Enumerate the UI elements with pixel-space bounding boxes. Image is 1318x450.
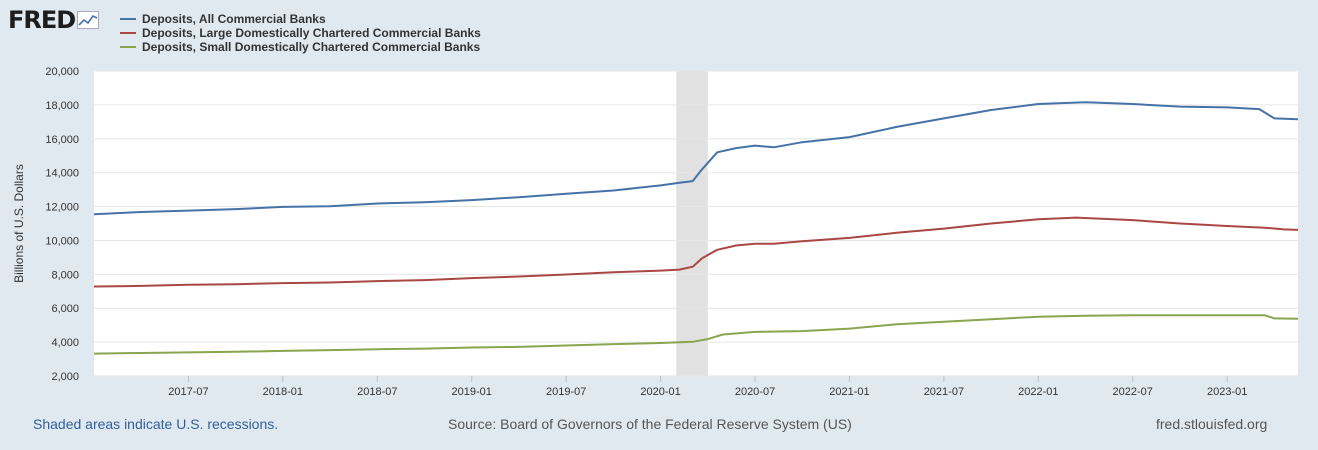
y-axis-title: Billions of U.S. Dollars — [12, 164, 26, 283]
x-tick-label: 2021-07 — [924, 386, 964, 398]
series-line-2 — [93, 216, 1299, 288]
x-tick-label: 2017-07 — [168, 386, 208, 398]
y-tick-label: 18,000 — [45, 100, 79, 112]
x-tick-label: 2023-01 — [1207, 386, 1247, 398]
line-chart-icon — [77, 11, 100, 29]
legend-label: Deposits, All Commercial Banks — [142, 12, 326, 26]
legend-label: Deposits, Small Domestically Chartered C… — [142, 40, 481, 54]
recession-shade — [676, 71, 708, 376]
x-tick-label: 2019-07 — [546, 386, 586, 398]
y-tick-label: 4,000 — [51, 337, 79, 349]
legend-item: Deposits, Small Domestically Chartered C… — [120, 40, 481, 54]
x-tick-label: 2020-01 — [640, 386, 680, 398]
legend-swatch — [120, 32, 136, 34]
y-tick-label: 20,000 — [45, 66, 79, 78]
series-line-3 — [93, 314, 1299, 355]
x-tick-label: 2022-07 — [1113, 386, 1153, 398]
legend-swatch — [120, 46, 136, 48]
legend-item: Deposits, Large Domestically Chartered C… — [120, 26, 481, 40]
y-tick-label: 14,000 — [45, 168, 79, 180]
x-tick-label: 2021-01 — [829, 386, 869, 398]
chart-legend: Deposits, All Commercial Banks Deposits,… — [120, 12, 481, 54]
legend-swatch — [120, 18, 136, 20]
logo-text: FRED — [8, 6, 76, 34]
x-tick-label: 2018-07 — [357, 386, 397, 398]
recession-note[interactable]: Shaded areas indicate U.S. recessions. — [33, 416, 279, 432]
x-tick-label: 2022-01 — [1018, 386, 1058, 398]
y-tick-label: 2,000 — [51, 371, 79, 383]
x-tick-label: 2019-01 — [452, 386, 492, 398]
legend-label: Deposits, Large Domestically Chartered C… — [142, 26, 481, 40]
y-tick-label: 16,000 — [45, 134, 79, 146]
y-tick-label: 6,000 — [51, 303, 79, 315]
source-text: Source: Board of Governors of the Federa… — [448, 416, 852, 432]
x-tick-label: 2020-07 — [735, 386, 775, 398]
y-tick-label: 8,000 — [51, 269, 79, 281]
y-tick-label: 10,000 — [45, 235, 79, 247]
site-link[interactable]: fred.stlouisfed.org — [1156, 416, 1268, 432]
x-tick-label: 2018-01 — [263, 386, 303, 398]
legend-item: Deposits, All Commercial Banks — [120, 12, 481, 26]
fred-logo[interactable]: FRED — [8, 6, 100, 34]
series-line-1 — [93, 101, 1299, 216]
y-tick-label: 12,000 — [45, 202, 79, 214]
